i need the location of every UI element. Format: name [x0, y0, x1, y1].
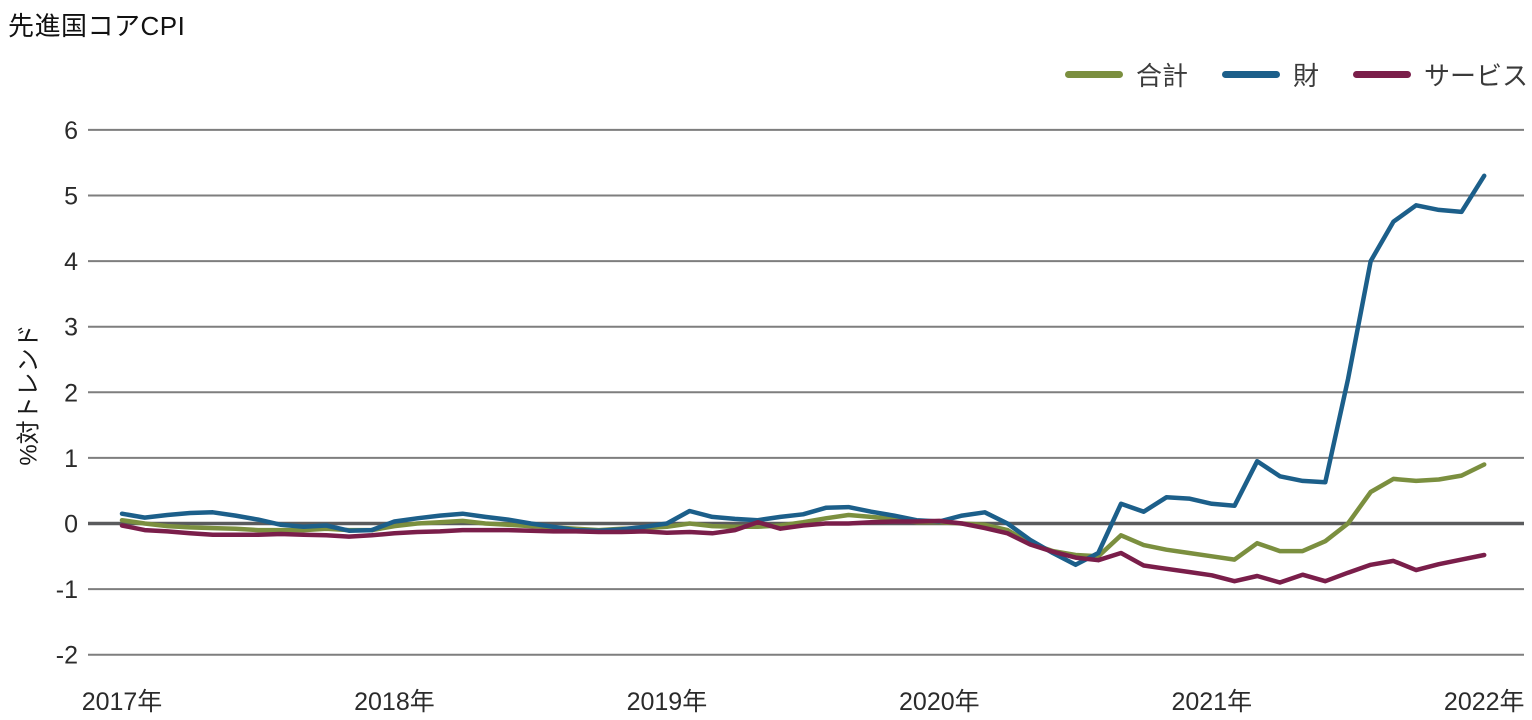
x-tick-label: 2020年 — [899, 688, 980, 716]
legend-item-goods: 財 — [1221, 56, 1319, 93]
series-line-services — [119, 518, 1487, 585]
x-tick-label: 2019年 — [627, 688, 708, 716]
y-tick-label: 3 — [64, 314, 78, 342]
y-tick-label: -2 — [56, 642, 78, 670]
legend-label-services: サービス — [1423, 61, 1528, 91]
x-tick-label: 2021年 — [1171, 688, 1252, 716]
legend-label-goods: 財 — [1292, 61, 1319, 91]
y-tick-label: 5 — [64, 183, 78, 211]
legend-label-total: 合計 — [1135, 61, 1188, 91]
y-tick-label: -1 — [56, 576, 78, 604]
legend: 合計 財 サービス — [1064, 56, 1528, 93]
x-tick-label: 2018年 — [354, 688, 435, 716]
x-tick-label: 2017年 — [82, 688, 163, 716]
y-tick-label: 2 — [64, 379, 78, 407]
chart-title: 先進国コアCPI — [8, 11, 186, 41]
legend-item-services: サービス — [1352, 56, 1528, 93]
y-tick-label: 6 — [64, 117, 78, 145]
series-line-goods — [119, 173, 1487, 568]
y-tick-label: 0 — [64, 511, 78, 539]
x-tick-label: 2022年 — [1444, 688, 1525, 716]
y-tick-label: 1 — [64, 445, 78, 473]
legend-item-total: 合計 — [1064, 56, 1188, 93]
legend-swatch-services — [1352, 71, 1411, 78]
legend-swatch-total — [1064, 71, 1123, 78]
y-tick-label: 4 — [64, 248, 78, 276]
legend-swatch-goods — [1221, 71, 1280, 78]
